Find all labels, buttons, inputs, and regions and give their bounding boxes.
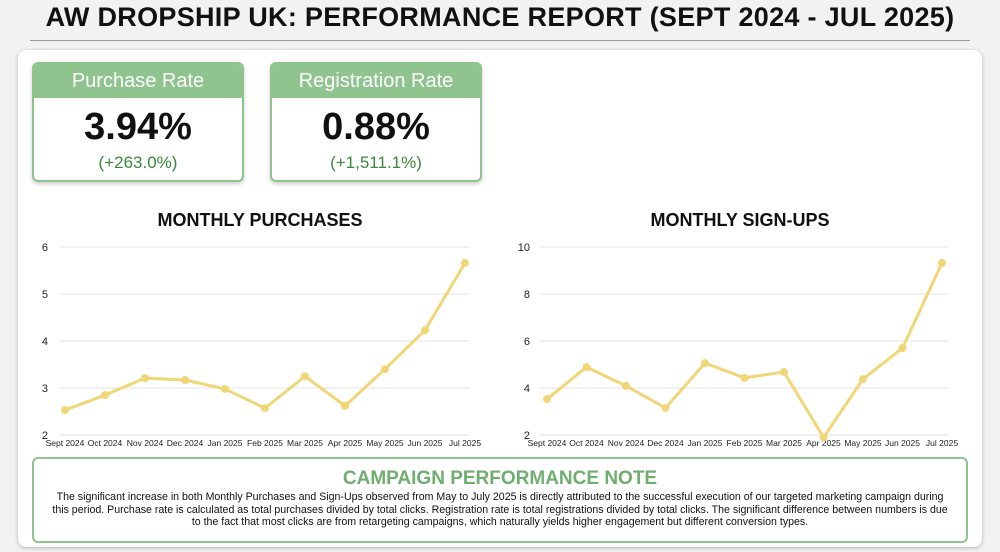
x-tick-label: Dec 2024 <box>167 438 204 448</box>
data-point <box>740 373 749 382</box>
y-tick-label: 2 <box>42 430 48 442</box>
x-tick-label: Mar 2025 <box>287 438 323 448</box>
x-tick-label: Jul 2025 <box>926 438 958 448</box>
data-point <box>101 391 109 400</box>
x-tick-label: Oct 2024 <box>569 438 604 448</box>
x-tick-label: Nov 2024 <box>127 438 164 448</box>
x-tick-label: Dec 2024 <box>647 438 684 448</box>
note-title: CAMPAIGN PERFORMANCE NOTE <box>342 468 658 489</box>
note-text: The significant increase in both Monthly… <box>52 491 948 528</box>
title-rule <box>30 40 970 41</box>
y-tick-label: 6 <box>524 336 530 348</box>
data-point <box>780 368 788 377</box>
data-point <box>701 359 709 368</box>
kpi-change: (+1,511.1%) <box>330 153 422 172</box>
data-point <box>301 372 309 381</box>
y-tick-label: 4 <box>42 336 48 348</box>
x-tick-label: Mar 2025 <box>766 438 802 448</box>
page-title: AW DROPSHIP UK: PERFORMANCE REPORT (SEPT… <box>45 2 955 32</box>
kpi-label: Purchase Rate <box>34 64 242 98</box>
kpi-change: (+263.0%) <box>98 153 178 172</box>
data-point <box>898 344 907 353</box>
data-point <box>661 403 670 412</box>
data-line <box>546 262 944 439</box>
data-point <box>819 433 828 442</box>
x-tick-label: Jun 2025 <box>885 438 920 448</box>
x-tick-label: Jan 2025 <box>688 438 723 448</box>
data-point <box>543 395 551 404</box>
note-box: CAMPAIGN PERFORMANCE NOTE The significan… <box>32 457 968 543</box>
y-tick-label: 8 <box>524 289 530 301</box>
y-tick-label: 3 <box>42 383 48 395</box>
data-point <box>421 326 429 335</box>
y-tick-label: 5 <box>42 289 48 301</box>
x-tick-label: May 2025 <box>366 438 404 448</box>
data-point <box>461 258 469 267</box>
x-tick-label: Apr 2025 <box>328 438 363 448</box>
data-point <box>381 365 389 374</box>
x-tick-label: Sept 2024 <box>528 438 567 448</box>
x-tick-label: May 2025 <box>844 438 882 448</box>
x-tick-label: Sept 2024 <box>46 438 85 448</box>
kpi-label: Registration Rate <box>272 64 480 98</box>
y-tick-label: 4 <box>524 383 530 395</box>
y-tick-label: 10 <box>518 242 530 254</box>
chart-title: MONTHLY SIGN-UPS <box>650 210 829 230</box>
kpi-card: Purchase Rate 3.94% (+263.0%) <box>32 62 244 182</box>
data-point <box>582 363 591 372</box>
x-tick-label: Oct 2024 <box>88 438 123 448</box>
data-point <box>61 406 69 415</box>
data-point <box>221 384 229 393</box>
data-point <box>141 374 149 383</box>
kpi-card: Registration Rate 0.88% (+1,511.1%) <box>270 62 482 182</box>
data-point <box>341 401 349 410</box>
data-point <box>261 404 269 413</box>
chart-title: MONTHLY PURCHASES <box>157 210 362 230</box>
kpi-value: 0.88% <box>322 106 430 148</box>
x-tick-label: Jul 2025 <box>449 438 481 448</box>
y-tick-label: 2 <box>524 430 530 442</box>
x-tick-label: Jan 2025 <box>208 438 243 448</box>
x-tick-label: Jun 2025 <box>408 438 443 448</box>
data-point <box>938 258 946 267</box>
x-tick-label: Apr 2025 <box>806 438 841 448</box>
x-tick-label: Nov 2024 <box>608 438 645 448</box>
x-tick-label: Feb 2025 <box>247 438 283 448</box>
data-point <box>181 376 189 385</box>
kpi-value: 3.94% <box>84 106 192 148</box>
x-tick-label: Feb 2025 <box>727 438 763 448</box>
data-point <box>859 375 867 384</box>
data-point <box>622 381 630 390</box>
y-tick-label: 6 <box>42 242 48 254</box>
